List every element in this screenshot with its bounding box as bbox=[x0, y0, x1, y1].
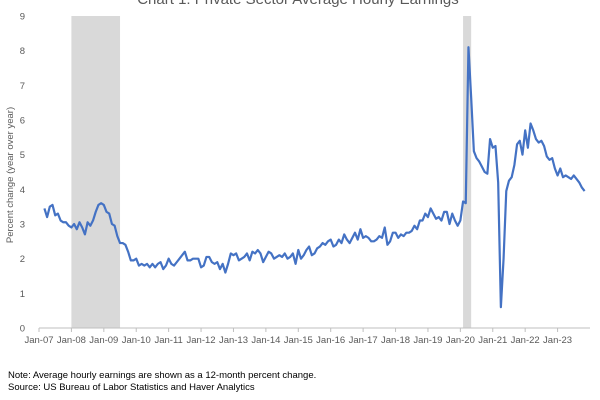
series-layer bbox=[43, 46, 586, 309]
x-tick-label: Jan-23 bbox=[543, 335, 572, 346]
y-tick-label: 2 bbox=[20, 254, 25, 265]
x-tick-label: Jan-08 bbox=[57, 335, 86, 346]
x-tick-label: Jan-11 bbox=[154, 335, 182, 346]
y-axis: 0 1 2 3 4 5 6 7 8 9 bbox=[20, 12, 25, 335]
chart-title: Chart 1: Private Sector Average Hourly E… bbox=[137, 0, 459, 8]
x-tick-label: Jan-20 bbox=[446, 335, 475, 346]
y-tick-label: 7 bbox=[20, 81, 25, 92]
y-tick-label: 6 bbox=[20, 116, 25, 127]
x-tick-label: Jan-10 bbox=[122, 335, 151, 346]
y-tick-label: 9 bbox=[20, 12, 25, 23]
x-tick-label: Jan-13 bbox=[219, 335, 248, 346]
recession-shading bbox=[71, 16, 472, 328]
y-tick-label: 4 bbox=[20, 185, 25, 196]
y-axis-label: Percent change (year over year) bbox=[5, 107, 16, 243]
x-tick-label: Jan-19 bbox=[413, 335, 442, 346]
y-tick-label: 8 bbox=[20, 46, 25, 57]
footnote-source: Source: US Bureau of Labor Statistics an… bbox=[8, 382, 255, 393]
recession-band-1 bbox=[71, 16, 121, 328]
y-tick-label: 0 bbox=[20, 324, 25, 335]
x-tick-label: Jan-22 bbox=[511, 335, 540, 346]
x-tick-label: Jan-15 bbox=[284, 335, 313, 346]
x-tick-label: Jan-09 bbox=[89, 335, 118, 346]
x-tick-label: Jan-14 bbox=[251, 335, 280, 346]
x-axis: Jan-07 Jan-08 Jan-09 Jan-10 Jan-11 Jan-12 Jan-… bbox=[24, 327, 590, 346]
x-tick-label: Jan-17 bbox=[349, 335, 378, 346]
x-tick-label: Jan-12 bbox=[187, 335, 216, 346]
footnote-note: Note: Average hourly earnings are shown … bbox=[8, 370, 317, 381]
x-tick-label: Jan-16 bbox=[316, 335, 345, 346]
x-tick-label: Jan-07 bbox=[24, 335, 53, 346]
x-tick-label: Jan-21 bbox=[478, 335, 507, 346]
y-tick-label: 5 bbox=[20, 150, 25, 161]
y-tick-label: 3 bbox=[20, 220, 25, 231]
series-line bbox=[43, 46, 586, 309]
y-tick-label: 1 bbox=[20, 289, 25, 300]
x-tick-label: Jan-18 bbox=[381, 335, 410, 346]
